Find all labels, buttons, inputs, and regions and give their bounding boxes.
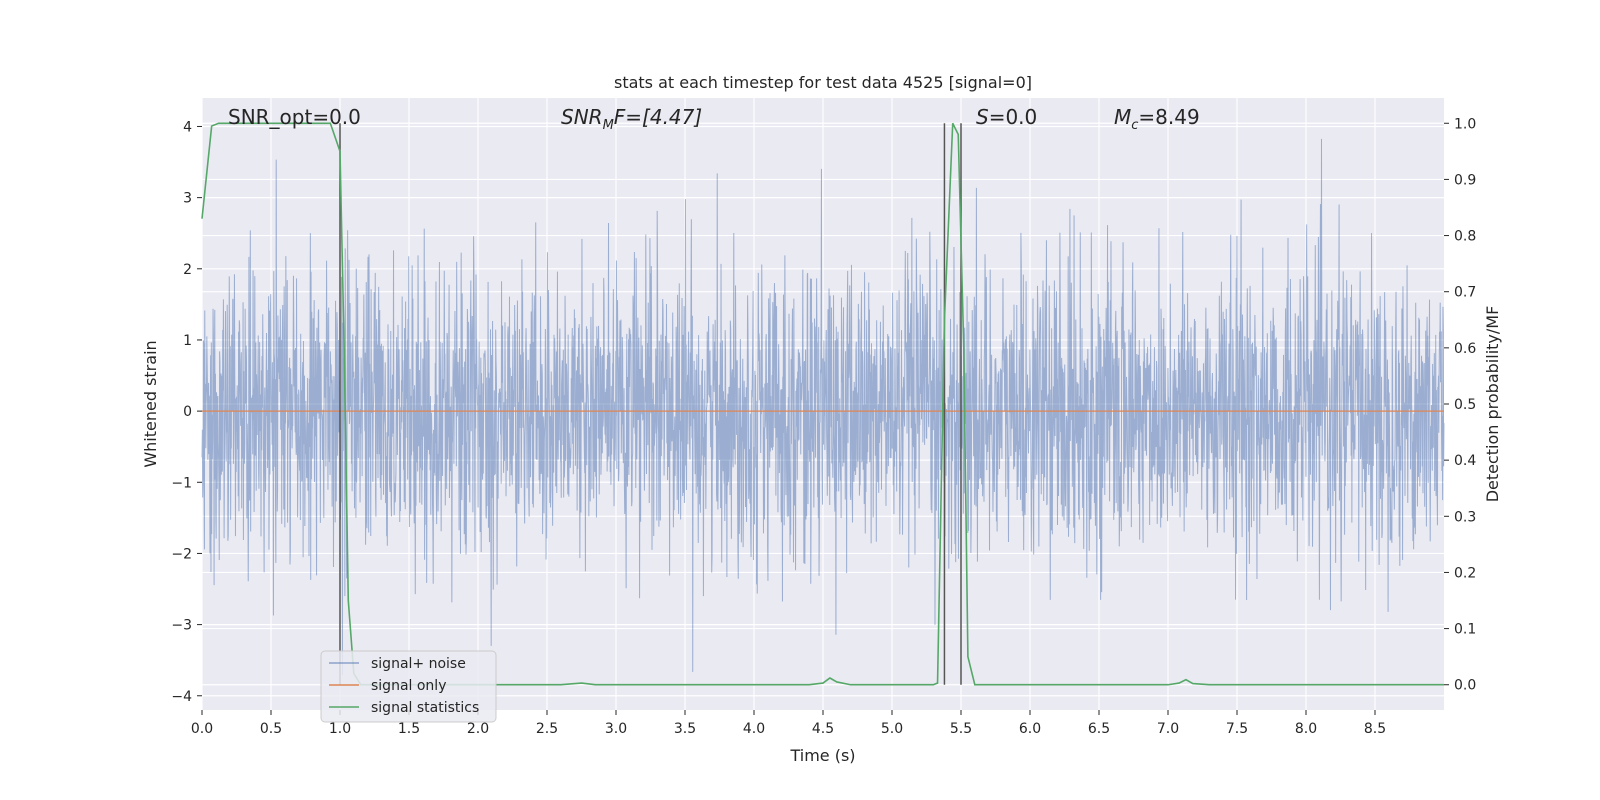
x-tick-label: 1.5 (398, 721, 420, 737)
x-tick-label: 5.5 (950, 721, 972, 737)
y-tick-label: 3 (183, 191, 192, 207)
annotation-mc: Mc=8.49 (1114, 105, 1200, 133)
x-tick-label: 2.5 (536, 721, 558, 737)
legend-frame (320, 650, 497, 723)
x-tick-label: 7.5 (1226, 721, 1248, 737)
y-axis-label: Whitened strain (141, 340, 160, 467)
x-tick-label: 3.0 (605, 721, 627, 737)
x-tick-label: 2.0 (467, 721, 489, 737)
x-tick-label: 8.5 (1364, 721, 1386, 737)
x-axis-label: Time (s) (789, 746, 855, 765)
y-tick-label: 2 (183, 262, 192, 278)
y-tick-label: −4 (171, 689, 192, 705)
annotation-s: S=0.0 (976, 105, 1037, 129)
y2-axis-label: Detection probability/MF (1483, 306, 1502, 503)
y2-tick-label: 0.9 (1454, 172, 1476, 188)
y2-tick-label: 0.2 (1454, 565, 1476, 581)
x-tick-label: 4.0 (743, 721, 765, 737)
y-tick-label: −2 (171, 546, 192, 562)
y2-tick-label: 0.0 (1454, 678, 1476, 694)
y-tick-label: 4 (183, 119, 192, 135)
y2-tick-label: 0.4 (1454, 453, 1476, 469)
x-tick-label: 7.0 (1157, 721, 1179, 737)
legend-label-signal-statistics: signal statistics (371, 700, 479, 716)
x-tick-label: 8.0 (1295, 721, 1317, 737)
signal-statistics-series (201, 122, 1444, 686)
x-axis-ticks: 0.0 0.5 1.0 1.5 2.0 2.5 3.0 3.5 4.0 4.5 5.0 5.5 6.0 6… (191, 710, 1386, 737)
plot-area (201, 98, 1445, 710)
noise-series (201, 138, 1445, 675)
x-tick-label: 5.0 (881, 721, 903, 737)
y-tick-label: −3 (171, 618, 192, 634)
x-tick-label: 1.0 (329, 721, 351, 737)
y2-tick-label: 0.5 (1454, 397, 1476, 413)
x-tick-label: 0.5 (260, 721, 282, 737)
annotation-snr-opt: SNR_opt=0.0 (228, 105, 361, 129)
signal-statistics-line (201, 122, 1444, 686)
y2-tick-label: 0.3 (1454, 509, 1476, 525)
legend-label-signal-only: signal only (371, 678, 446, 694)
y2-tick-label: 0.8 (1454, 229, 1476, 245)
y2-tick-label: 1.0 (1454, 116, 1476, 132)
y2-tick-label: 0.6 (1454, 341, 1476, 357)
x-tick-label: 3.5 (674, 721, 696, 737)
annotation-snr-mf: SNRMF=[4.47] (561, 105, 702, 133)
x-tick-label: 6.0 (1019, 721, 1041, 737)
y-tick-label: −1 (171, 475, 192, 491)
x-tick-label: 6.5 (1088, 721, 1110, 737)
y2-axis-ticks: 0.0 0.1 0.2 0.3 0.4 0.5 0.6 0.7 0.8 0.9 1.0 (1444, 116, 1476, 694)
chart-title: stats at each timestep for test data 452… (614, 73, 1032, 92)
y-axis-ticks: −4 −3 −2 −1 0 1 2 3 4 (171, 119, 202, 705)
noise-line (201, 138, 1445, 675)
legend-label-noise: signal+ noise (371, 656, 466, 672)
y-tick-label: 0 (183, 404, 192, 420)
y2-tick-label: 0.1 (1454, 622, 1476, 638)
x-tick-label: 0.0 (191, 721, 213, 737)
x-tick-label: 4.5 (812, 721, 834, 737)
y2-tick-label: 0.7 (1454, 285, 1476, 301)
legend: signal+ noise signal only signal statist… (320, 650, 497, 723)
y-tick-label: 1 (183, 333, 192, 349)
